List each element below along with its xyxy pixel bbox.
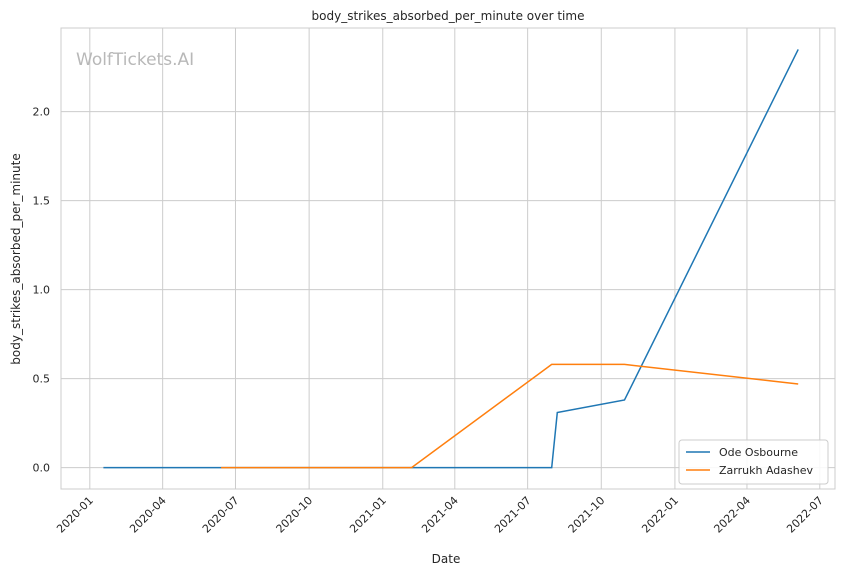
y-tick-label: 1.0: [33, 284, 51, 297]
y-tick-label: 0.5: [33, 373, 51, 386]
x-tick-label: 2021-10: [566, 494, 608, 536]
y-tick-label: 0.0: [33, 462, 51, 475]
x-tick-label: 2020-10: [274, 494, 316, 536]
y-tick-label: 2.0: [33, 106, 51, 119]
x-tick-labels: 2020-01 2020-04 2020-07 2020-10 2021-01 2021-…: [54, 494, 826, 536]
x-tick-label: 2020-04: [127, 494, 169, 536]
x-tick-label: 2022-07: [784, 494, 826, 536]
y-tick-labels: 0.0 0.5 1.0 1.5 2.0: [33, 106, 51, 475]
x-tick-label: 2022-01: [639, 494, 681, 536]
x-tick-label: 2021-01: [347, 494, 389, 536]
chart-title: body_strikes_absorbed_per_minute over ti…: [312, 9, 585, 23]
legend-label: Zarrukh Adashev: [719, 464, 813, 477]
y-tick-label: 1.5: [33, 195, 51, 208]
x-tick-label: 2020-07: [200, 494, 242, 536]
x-tick-label: 2022-04: [711, 494, 753, 536]
watermark-text: WolfTickets.AI: [76, 50, 194, 70]
x-tick-label: 2020-01: [54, 494, 96, 536]
y-axis-label: body_strikes_absorbed_per_minute: [9, 153, 23, 364]
axes-frame: [60, 27, 836, 490]
plot-area: [61, 28, 835, 489]
series-line-1: [221, 363, 799, 469]
legend: Ode Osbourne Zarrukh Adashev: [678, 439, 829, 485]
x-tick-label: 2021-04: [419, 494, 461, 536]
x-tick-label: 2021-07: [492, 494, 534, 536]
series-lines: [103, 49, 799, 469]
legend-box: [678, 439, 829, 485]
x-axis-label: Date: [432, 552, 461, 566]
legend-label: Ode Osbourne: [719, 446, 798, 459]
axes-border: [60, 27, 836, 490]
